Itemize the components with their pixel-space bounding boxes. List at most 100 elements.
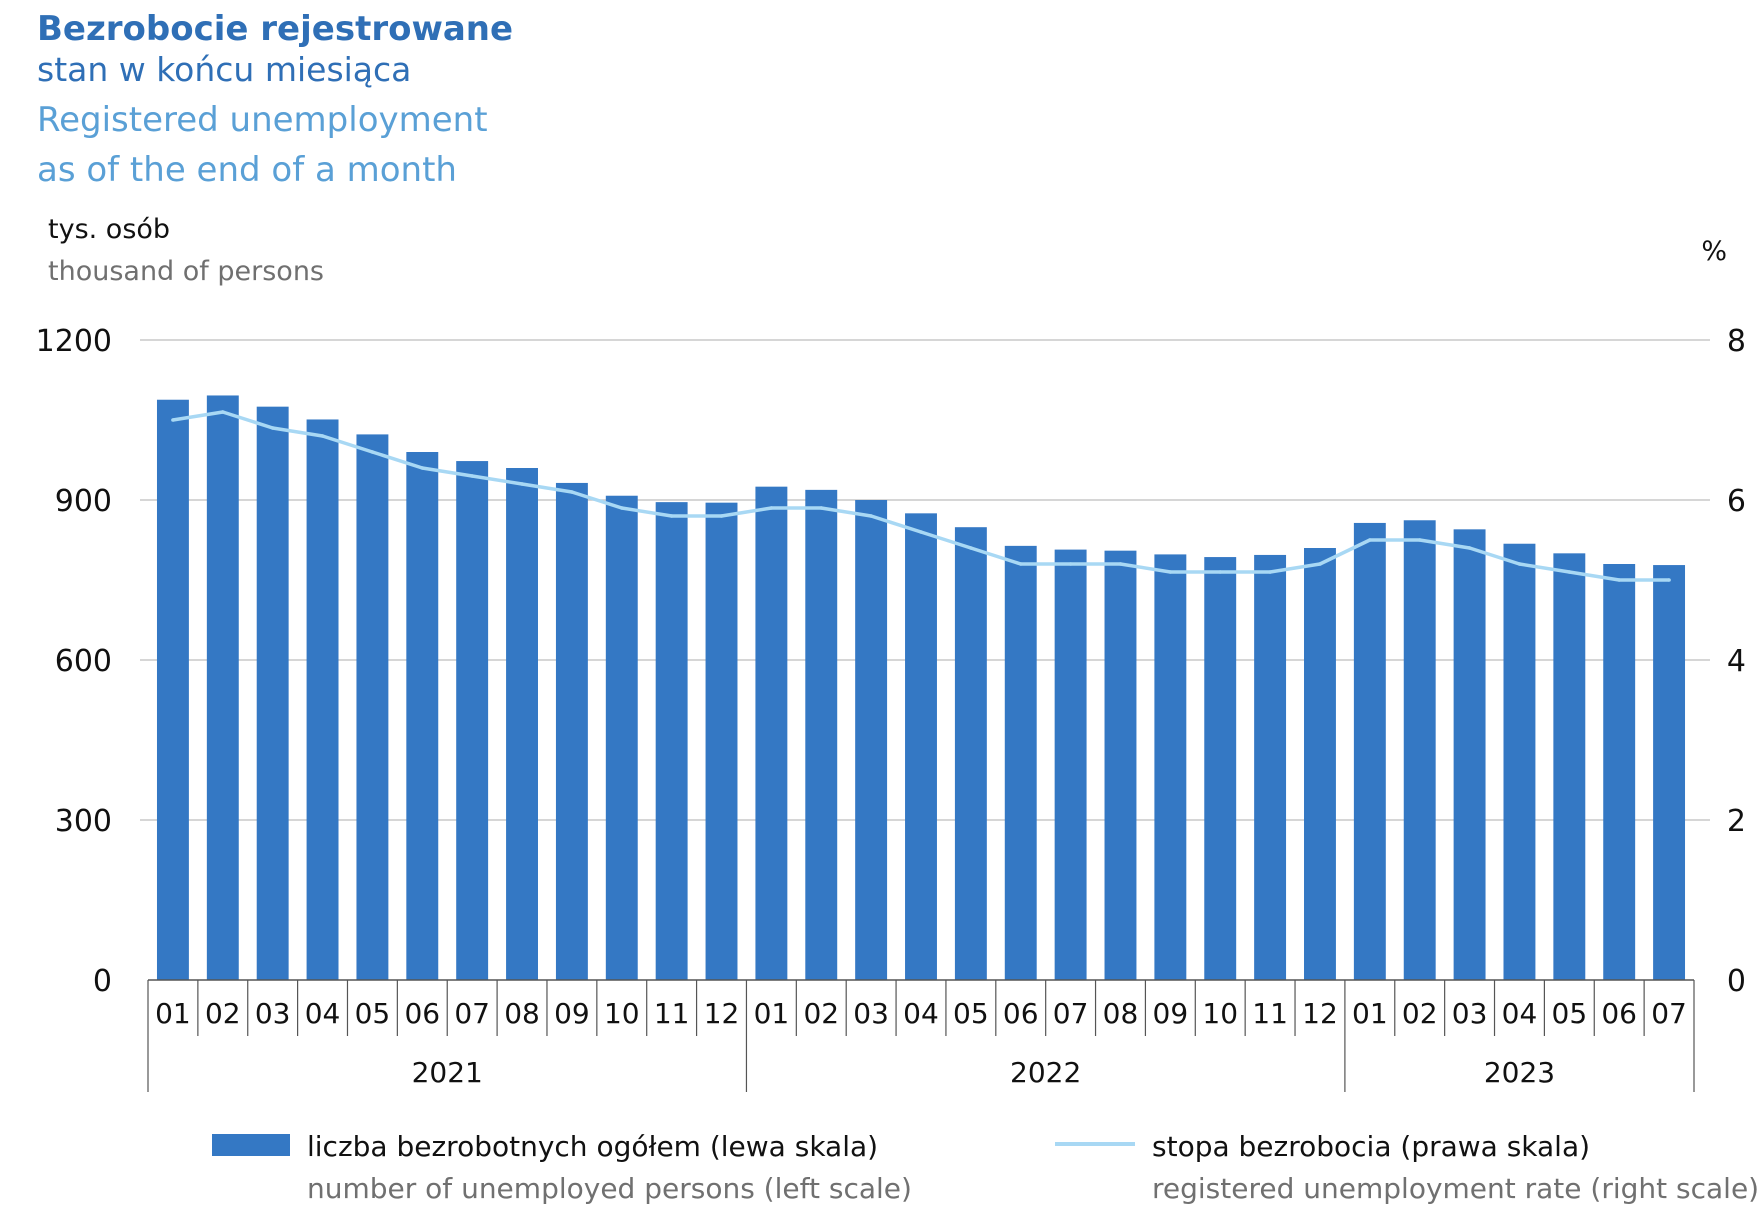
category-label: 04 <box>903 997 939 1030</box>
category-label: 09 <box>1153 997 1189 1030</box>
category-label: 05 <box>355 997 391 1030</box>
rate-point <box>520 482 524 486</box>
left-tick-label: 600 <box>55 644 112 679</box>
bar <box>1154 554 1187 980</box>
bar <box>905 513 937 980</box>
bar <box>755 486 788 980</box>
category-label: 01 <box>1352 997 1388 1030</box>
bar <box>1004 545 1037 980</box>
year-label: 2021 <box>412 1056 483 1089</box>
legend-bars-label-en: number of unemployed persons (left scale… <box>307 1172 912 1205</box>
rate-point <box>969 546 973 550</box>
rate-point <box>320 434 325 438</box>
bar <box>655 502 688 980</box>
category-label: 12 <box>1302 997 1338 1030</box>
rate-point <box>819 506 824 510</box>
rate-point <box>1318 562 1322 566</box>
rate-point <box>470 474 474 478</box>
rate-point <box>1118 562 1123 566</box>
left-tick-label: 300 <box>55 804 112 839</box>
legend: liczba bezrobotnych ogółem (lewa skala) … <box>212 1130 1759 1205</box>
right-axis-unit: % <box>1701 236 1727 267</box>
left-tick-label: 900 <box>55 484 112 519</box>
rate-point <box>1368 538 1372 542</box>
category-label: 05 <box>953 997 989 1030</box>
category-label: 08 <box>1103 997 1139 1030</box>
rate-point <box>769 506 774 510</box>
bars-series <box>156 395 1686 981</box>
bar <box>156 399 189 980</box>
category-label: 02 <box>1402 997 1438 1030</box>
rate-point <box>1068 562 1073 566</box>
bar <box>1653 565 1686 980</box>
right-tick-label: 4 <box>1727 644 1746 679</box>
year-label: 2022 <box>1010 1056 1081 1089</box>
right-tick-label: 0 <box>1727 964 1746 999</box>
category-label: 02 <box>205 997 241 1030</box>
bar <box>1054 549 1087 980</box>
chart-title-en: Registered unemployment <box>37 100 488 140</box>
bar <box>1603 564 1636 980</box>
category-label: 07 <box>1651 997 1687 1030</box>
year-label: 2023 <box>1484 1056 1555 1089</box>
rate-point <box>1268 570 1272 574</box>
bar <box>954 527 987 980</box>
category-label: 03 <box>853 997 889 1030</box>
rate-point <box>1617 578 1621 582</box>
category-label: 05 <box>1552 997 1588 1030</box>
left-axis-unit: tys. osób <box>48 214 170 245</box>
bar <box>206 395 239 980</box>
rate-point <box>869 514 873 518</box>
category-label: 07 <box>1053 997 1089 1030</box>
category-label: 07 <box>454 997 490 1030</box>
category-label: 12 <box>704 997 740 1030</box>
rate-point <box>420 466 425 470</box>
rate-point <box>719 514 724 518</box>
legend-line-label: stopa bezrobocia (prawa skala) <box>1152 1130 1590 1163</box>
bar <box>1353 522 1386 980</box>
rate-point <box>1517 562 1522 566</box>
rate-point <box>370 450 375 454</box>
rate-point <box>619 506 624 510</box>
bar <box>1403 520 1436 980</box>
rate-point <box>919 530 923 534</box>
category-label: 06 <box>404 997 440 1030</box>
rate-point <box>669 514 674 518</box>
category-label: 01 <box>155 997 191 1030</box>
left-axis: 0 300 600 900 1200 <box>36 324 112 999</box>
bar <box>705 502 738 980</box>
legend-bars-swatch <box>212 1134 290 1156</box>
bar <box>555 482 588 980</box>
bar <box>406 452 439 980</box>
legend-line-label-en: registered unemployment rate (right scal… <box>1152 1172 1759 1205</box>
bar <box>1503 543 1536 980</box>
rate-point <box>1218 570 1223 574</box>
category-label: 06 <box>1003 997 1039 1030</box>
category-label: 11 <box>1252 997 1288 1030</box>
legend-bars-label: liczba bezrobotnych ogółem (lewa skala) <box>307 1130 878 1163</box>
left-tick-label: 1200 <box>36 324 112 359</box>
category-label: 04 <box>1502 997 1538 1030</box>
rate-point <box>270 426 275 430</box>
chart-subtitle-en: as of the end of a month <box>37 150 457 190</box>
bar <box>1254 554 1287 980</box>
category-label: 10 <box>1202 997 1238 1030</box>
category-label: 09 <box>554 997 590 1030</box>
bar <box>1453 529 1486 980</box>
bar <box>306 419 339 980</box>
rate-point <box>221 410 225 414</box>
rate-series <box>171 410 1671 582</box>
bar <box>456 461 489 981</box>
bar <box>605 495 638 980</box>
right-tick-label: 6 <box>1727 484 1746 519</box>
category-axis: 01 02 03 04 05 06 07 08 09 10 11 12 01 02 03 04 05 06 07 08… <box>147 979 1695 1092</box>
bar <box>356 434 389 980</box>
rate-point <box>1168 570 1173 574</box>
bar <box>1304 548 1336 980</box>
category-label: 10 <box>604 997 640 1030</box>
rate-point <box>1018 562 1023 566</box>
category-label: 03 <box>1452 997 1488 1030</box>
bar <box>1553 553 1586 980</box>
category-label: 04 <box>305 997 341 1030</box>
